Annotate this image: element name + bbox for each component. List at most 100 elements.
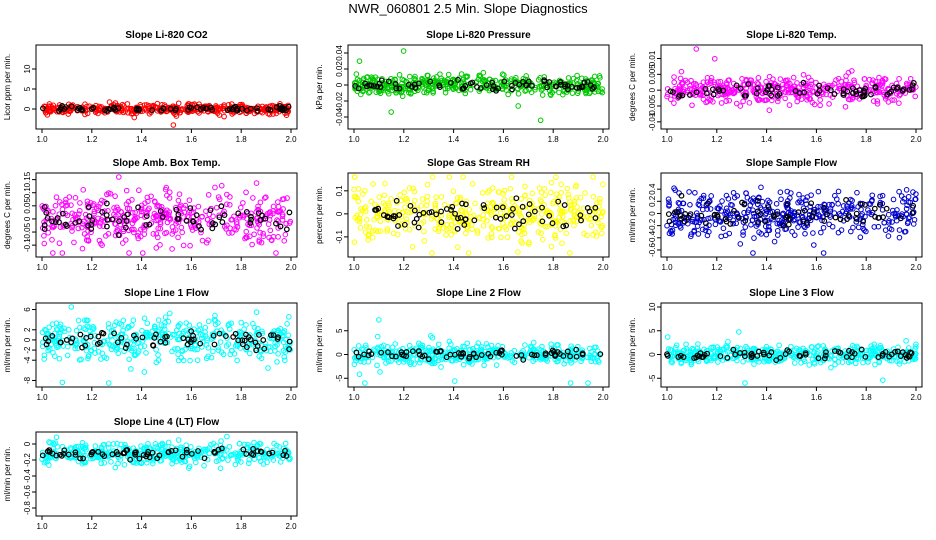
data-point xyxy=(802,230,808,237)
x-tick-label: 1.6 xyxy=(186,263,198,272)
data-point xyxy=(370,181,376,187)
data-point xyxy=(175,197,182,204)
y-tick-label: 5 xyxy=(335,328,344,333)
data-point xyxy=(458,71,465,77)
data-point xyxy=(763,231,770,238)
x-tick-label: 1.8 xyxy=(236,263,248,272)
data-point xyxy=(567,380,574,386)
x-tick-label: 1.6 xyxy=(498,393,510,402)
data-point xyxy=(155,352,161,358)
data-point xyxy=(443,232,449,238)
x-tick-label: 2.0 xyxy=(597,393,609,402)
data-point xyxy=(435,341,442,348)
data-point xyxy=(501,72,507,78)
data-point xyxy=(590,193,597,200)
data-point xyxy=(125,227,132,234)
data-point xyxy=(178,107,185,113)
data-point xyxy=(696,202,703,209)
data-point xyxy=(896,76,902,82)
data-point xyxy=(678,68,685,75)
data-point xyxy=(778,196,784,203)
reference-point xyxy=(173,105,179,112)
x-tick-label: 1.6 xyxy=(498,135,510,144)
data-point xyxy=(898,193,905,199)
data-point xyxy=(838,227,845,233)
data-point xyxy=(773,200,780,207)
data-point xyxy=(388,109,395,115)
data-point xyxy=(183,442,189,448)
data-point xyxy=(599,89,606,96)
reference-point xyxy=(62,104,69,111)
data-point xyxy=(210,348,216,355)
data-point xyxy=(243,228,250,235)
data-point xyxy=(790,74,797,81)
x-tick-label: 1.0 xyxy=(348,135,360,144)
data-point xyxy=(257,199,264,206)
reference-point xyxy=(727,221,734,227)
data-point xyxy=(75,317,82,324)
reference-point xyxy=(665,211,672,218)
data-point xyxy=(175,351,181,357)
data-point xyxy=(213,204,220,211)
y-tick-label: -0.4 xyxy=(23,469,32,483)
reference-point xyxy=(513,195,520,202)
y-tick-label: 0 xyxy=(23,216,32,221)
x-tick-label: 1.0 xyxy=(36,135,48,144)
reference-point xyxy=(133,105,140,112)
data-point xyxy=(388,196,394,202)
data-point xyxy=(50,209,56,215)
data-point xyxy=(730,189,737,196)
data-point xyxy=(737,241,744,247)
data-point xyxy=(163,229,170,236)
panel-4: Slope Amb. Box Temp.1.0 1.2 1.4 1.6 1.8 2.0-0… xyxy=(3,158,298,272)
data-point xyxy=(421,228,427,235)
y-axis-label: ml/min per min. xyxy=(3,318,12,373)
data-point xyxy=(186,322,193,329)
data-point xyxy=(91,201,97,207)
data-point xyxy=(185,101,192,107)
data-point xyxy=(181,106,188,113)
y-axis-label: degrees C per min. xyxy=(3,181,12,249)
y-tick-label: 6 xyxy=(23,307,32,312)
data-point xyxy=(451,378,458,384)
data-point xyxy=(273,250,279,256)
data-point xyxy=(808,192,814,198)
data-point xyxy=(882,227,889,233)
data-point xyxy=(751,361,757,367)
reference-point xyxy=(471,217,478,224)
y-tick-label: -0.1 xyxy=(335,229,344,243)
x-tick-label: 1.4 xyxy=(136,263,148,272)
y-tick-label: -0.02 xyxy=(335,91,344,110)
data-point xyxy=(854,189,860,196)
data-point xyxy=(64,343,71,350)
reference-point xyxy=(78,106,85,113)
y-axis-label: ml/min per min. xyxy=(315,318,324,373)
x-tick-label: 1.8 xyxy=(861,393,873,402)
data-point xyxy=(597,195,603,202)
data-point xyxy=(912,93,919,100)
data-point xyxy=(480,69,487,76)
data-point xyxy=(141,315,148,322)
y-tick-label: -2 xyxy=(23,346,32,354)
data-point xyxy=(238,319,244,326)
data-point xyxy=(356,371,363,378)
reference-point xyxy=(160,105,167,112)
data-point xyxy=(351,174,358,180)
data-point xyxy=(791,360,798,366)
reference-point xyxy=(843,196,849,203)
data-point xyxy=(538,230,544,236)
data-point xyxy=(186,197,193,203)
data-point xyxy=(377,218,384,225)
x-tick-label: 1.6 xyxy=(186,393,198,402)
x-tick-label: 1.2 xyxy=(711,135,723,144)
reference-point xyxy=(79,107,86,114)
y-tick-label: 10 xyxy=(23,64,32,73)
data-point xyxy=(815,188,822,195)
data-point xyxy=(49,236,55,243)
data-point xyxy=(353,71,360,77)
data-point xyxy=(766,107,773,113)
y-tick-label: 5 xyxy=(23,86,32,91)
